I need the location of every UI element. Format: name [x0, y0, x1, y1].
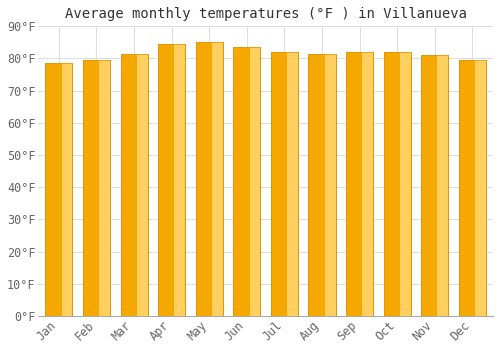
Bar — [459, 60, 486, 316]
Bar — [196, 42, 223, 316]
Bar — [120, 54, 148, 316]
Bar — [346, 52, 373, 316]
Bar — [308, 54, 336, 316]
Bar — [196, 42, 223, 316]
Bar — [120, 54, 148, 316]
Bar — [384, 52, 410, 316]
Bar — [438, 55, 448, 316]
Bar — [324, 54, 336, 316]
Bar — [99, 60, 110, 316]
Bar — [62, 63, 72, 316]
Bar — [137, 54, 147, 316]
Bar — [212, 42, 223, 316]
Bar — [46, 63, 72, 316]
Bar — [422, 55, 448, 316]
Bar — [346, 52, 373, 316]
Bar — [271, 52, 298, 316]
Bar — [271, 52, 298, 316]
Bar — [83, 60, 110, 316]
Bar — [158, 44, 185, 316]
Bar — [174, 44, 185, 316]
Bar — [400, 52, 410, 316]
Bar — [234, 47, 260, 316]
Bar — [459, 60, 486, 316]
Title: Average monthly temperatures (°F ) in Villanueva: Average monthly temperatures (°F ) in Vi… — [64, 7, 466, 21]
Bar — [422, 55, 448, 316]
Bar — [308, 54, 336, 316]
Bar — [287, 52, 298, 316]
Bar — [83, 60, 110, 316]
Bar — [158, 44, 185, 316]
Bar — [362, 52, 373, 316]
Bar — [384, 52, 410, 316]
Bar — [234, 47, 260, 316]
Bar — [46, 63, 72, 316]
Bar — [250, 47, 260, 316]
Bar — [475, 60, 486, 316]
